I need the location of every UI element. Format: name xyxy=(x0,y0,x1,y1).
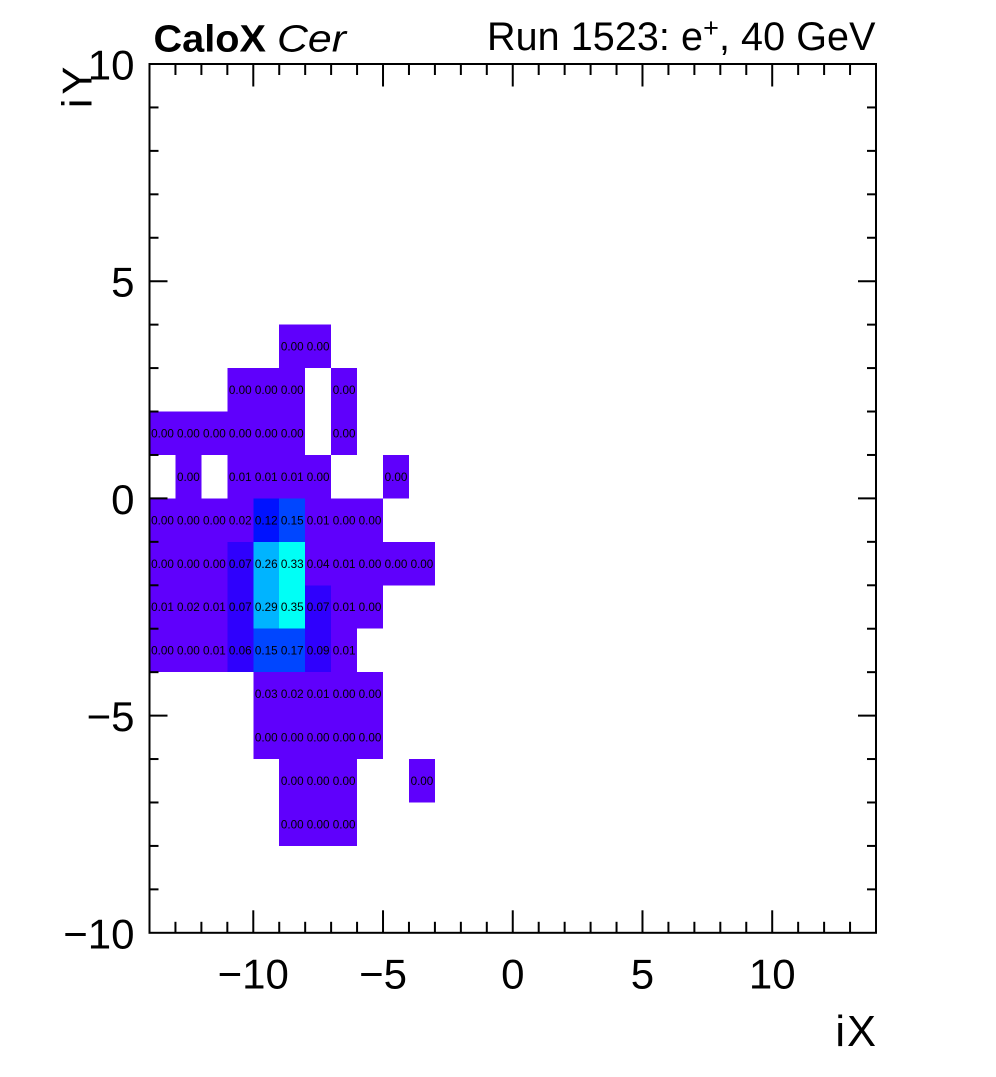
svg-text:0.07: 0.07 xyxy=(307,601,330,614)
svg-text:0.00: 0.00 xyxy=(177,558,200,571)
svg-text:0.00: 0.00 xyxy=(151,645,174,658)
svg-text:0.00: 0.00 xyxy=(307,732,330,745)
svg-text:0.00: 0.00 xyxy=(359,732,382,745)
svg-text:−10: −10 xyxy=(63,910,134,957)
svg-text:0.00: 0.00 xyxy=(411,775,434,788)
svg-text:0.00: 0.00 xyxy=(307,818,330,831)
svg-text:0.00: 0.00 xyxy=(281,427,304,440)
svg-text:0.00: 0.00 xyxy=(203,427,226,440)
svg-text:0.00: 0.00 xyxy=(203,514,226,527)
svg-text:0.01: 0.01 xyxy=(281,471,304,484)
svg-text:0.02: 0.02 xyxy=(177,601,200,614)
svg-text:Cer: Cer xyxy=(277,19,348,61)
svg-text:0.00: 0.00 xyxy=(333,427,356,440)
svg-text:0.26: 0.26 xyxy=(255,558,278,571)
svg-text:−5: −5 xyxy=(359,951,407,998)
svg-text:0.00: 0.00 xyxy=(333,688,356,701)
svg-text:0: 0 xyxy=(111,476,134,523)
svg-text:0.00: 0.00 xyxy=(307,775,330,788)
svg-text:10: 10 xyxy=(88,42,135,89)
svg-text:0.01: 0.01 xyxy=(333,645,356,658)
svg-text:0.00: 0.00 xyxy=(255,427,278,440)
svg-text:0.00: 0.00 xyxy=(359,558,382,571)
svg-text:0.35: 0.35 xyxy=(281,601,304,614)
svg-text:0.00: 0.00 xyxy=(177,471,200,484)
svg-text:0.07: 0.07 xyxy=(229,558,252,571)
svg-text:0.02: 0.02 xyxy=(229,514,252,527)
svg-text:0.06: 0.06 xyxy=(229,645,252,658)
svg-text:0.00: 0.00 xyxy=(151,514,174,527)
svg-text:0.00: 0.00 xyxy=(281,384,304,397)
svg-text:0.00: 0.00 xyxy=(203,558,226,571)
svg-text:Run 1523: e+, 40 GeV: Run 1523: e+, 40 GeV xyxy=(487,13,876,59)
svg-text:0.00: 0.00 xyxy=(411,558,434,571)
svg-text:0.33: 0.33 xyxy=(281,558,304,571)
svg-text:0.00: 0.00 xyxy=(333,732,356,745)
svg-text:0.01: 0.01 xyxy=(203,601,226,614)
svg-text:0.00: 0.00 xyxy=(229,384,252,397)
svg-text:0: 0 xyxy=(501,951,524,998)
svg-text:0.00: 0.00 xyxy=(281,732,304,745)
svg-text:10: 10 xyxy=(749,951,796,998)
svg-text:0.12: 0.12 xyxy=(255,514,278,527)
svg-text:−5: −5 xyxy=(87,693,135,740)
svg-text:5: 5 xyxy=(631,951,654,998)
svg-text:0.00: 0.00 xyxy=(333,775,356,788)
svg-text:0.09: 0.09 xyxy=(307,645,330,658)
svg-text:0.00: 0.00 xyxy=(385,558,408,571)
svg-text:0.00: 0.00 xyxy=(281,775,304,788)
svg-text:0.00: 0.00 xyxy=(281,818,304,831)
svg-text:0.03: 0.03 xyxy=(255,688,278,701)
svg-text:0.17: 0.17 xyxy=(281,645,304,658)
svg-text:0.01: 0.01 xyxy=(151,601,174,614)
svg-text:0.00: 0.00 xyxy=(359,514,382,527)
svg-text:0.01: 0.01 xyxy=(203,645,226,658)
svg-text:0.02: 0.02 xyxy=(281,688,304,701)
svg-text:0.00: 0.00 xyxy=(307,471,330,484)
svg-text:0.01: 0.01 xyxy=(307,514,330,527)
svg-text:0.00: 0.00 xyxy=(385,471,408,484)
svg-text:0.00: 0.00 xyxy=(333,384,356,397)
svg-text:0.07: 0.07 xyxy=(229,601,252,614)
svg-text:0.01: 0.01 xyxy=(229,471,252,484)
svg-text:0.01: 0.01 xyxy=(255,471,278,484)
svg-text:0.00: 0.00 xyxy=(151,427,174,440)
svg-text:0.00: 0.00 xyxy=(151,558,174,571)
svg-text:iX: iX xyxy=(835,1008,878,1056)
svg-text:−10: −10 xyxy=(218,951,289,998)
svg-text:0.00: 0.00 xyxy=(333,514,356,527)
svg-text:0.01: 0.01 xyxy=(333,558,356,571)
svg-text:0.00: 0.00 xyxy=(359,601,382,614)
svg-text:5: 5 xyxy=(111,259,134,306)
svg-text:0.00: 0.00 xyxy=(281,341,304,354)
svg-text:0.04: 0.04 xyxy=(307,558,330,571)
svg-text:0.15: 0.15 xyxy=(255,645,278,658)
svg-text:0.01: 0.01 xyxy=(307,688,330,701)
svg-text:0.29: 0.29 xyxy=(255,601,278,614)
svg-text:0.00: 0.00 xyxy=(255,732,278,745)
svg-text:CaloX: CaloX xyxy=(154,19,267,61)
svg-text:0.00: 0.00 xyxy=(307,341,330,354)
svg-text:0.00: 0.00 xyxy=(229,427,252,440)
svg-text:0.00: 0.00 xyxy=(333,818,356,831)
svg-text:0.00: 0.00 xyxy=(359,688,382,701)
svg-text:0.00: 0.00 xyxy=(177,514,200,527)
svg-text:0.00: 0.00 xyxy=(177,427,200,440)
svg-text:iY: iY xyxy=(54,63,101,108)
svg-text:0.01: 0.01 xyxy=(333,601,356,614)
svg-text:0.15: 0.15 xyxy=(281,514,304,527)
svg-text:0.00: 0.00 xyxy=(255,384,278,397)
svg-text:0.00: 0.00 xyxy=(177,645,200,658)
